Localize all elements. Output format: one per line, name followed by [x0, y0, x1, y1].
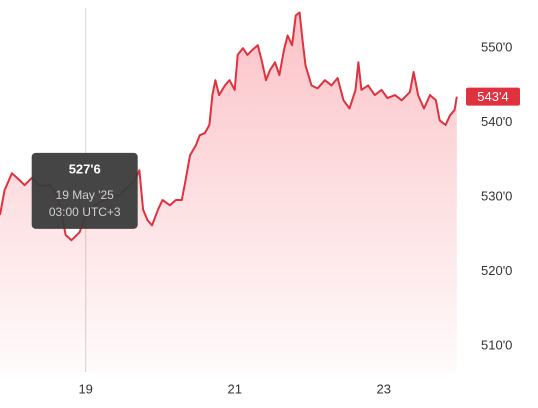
- tooltip-time: 03:00 UTC+3: [49, 205, 121, 219]
- area-fill: [0, 12, 457, 372]
- x-tick-label: 21: [228, 381, 242, 396]
- y-tick-label: 510'0: [481, 337, 512, 352]
- last-price-label: 543'4: [477, 89, 508, 104]
- tooltip-box: [31, 152, 138, 229]
- tooltip-value: 527'6: [69, 161, 101, 176]
- tooltip-date: 19 May '25: [56, 188, 115, 202]
- y-tick-label: 540'0: [481, 114, 512, 129]
- y-tick-label: 520'0: [481, 263, 512, 278]
- y-tick-label: 550'0: [481, 40, 512, 55]
- x-tick-label: 23: [377, 381, 391, 396]
- last-price-badge: [466, 87, 520, 106]
- x-tick-label: 19: [78, 381, 92, 396]
- y-tick-label: 530'0: [481, 189, 512, 204]
